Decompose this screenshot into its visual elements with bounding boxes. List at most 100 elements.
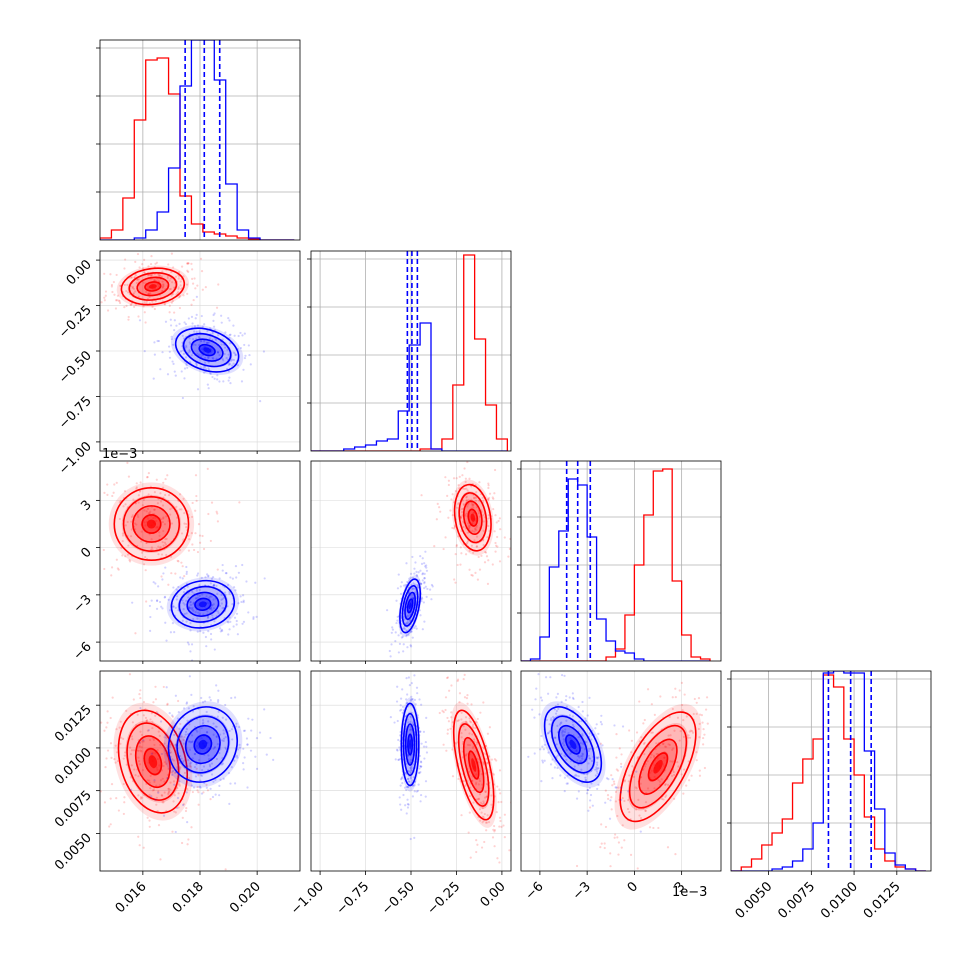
scatter-point [561,729,564,732]
scatter-point [172,266,175,269]
scatter-point [569,737,572,740]
scatter-point [146,779,149,782]
contour-line [457,723,490,807]
scatter-point [137,756,140,759]
scatter-point [405,622,408,625]
scatter-point [220,343,223,346]
scatter-point [486,761,489,764]
scatter-point [468,811,471,814]
scatter-point [555,709,559,713]
scatter-point [484,821,488,824]
scatter-point [196,789,199,792]
scatter-point [188,740,191,743]
scatter-point [232,324,235,327]
scatter-point [242,601,245,604]
scatter-point [171,715,174,718]
scatter-point [419,569,422,572]
scatter-point [219,630,222,633]
scatter-point [148,604,152,608]
scatter-point [182,352,185,356]
scatter-point [401,776,404,779]
contour-line [113,486,190,562]
scatter-point [685,715,688,718]
scatter-point [180,350,183,353]
scatter-point [125,763,128,766]
scatter-point [507,555,510,558]
scatter-point [486,582,490,586]
scatter-point [162,685,165,689]
scatter-point [461,756,464,759]
scatter-point [584,776,587,779]
scatter-point [426,587,429,591]
scatter-point [397,634,400,637]
panel-frame [520,670,722,872]
scatter-point [202,547,206,551]
scatter-point [447,720,450,723]
scatter-point [468,525,471,528]
scatter-point [211,575,215,579]
scatter-point [595,770,598,773]
scatter-point [212,722,215,725]
scatter-point [597,767,600,770]
scatter-point [463,487,466,491]
scatter-point [199,779,202,782]
scatter-point [196,741,200,744]
scatter-point [657,778,660,782]
scatter-point [247,611,250,614]
scatter-point [620,765,623,768]
contour-line [182,332,232,368]
scatter-point [161,520,164,524]
scatter-point [174,275,178,278]
scatter-point [141,504,144,507]
scatter-point [661,797,664,801]
contour-line [178,585,228,623]
scatter-point [137,315,140,318]
scatter-point [402,627,406,630]
scatter-point [394,631,397,634]
scatter-point [188,337,191,340]
scatter-point [557,754,560,757]
scatter-point [406,806,410,809]
scatter-point [408,684,411,687]
scatter-point [405,698,408,701]
scatter-point [475,545,479,548]
scatter-point [615,756,618,759]
scatter-point [200,270,204,273]
contour-line [134,735,171,789]
scatter-point [444,476,447,479]
scatter-point [202,765,206,768]
scatter-point [419,730,422,733]
scatter-point [150,795,153,798]
scatter-point [581,755,584,758]
scatter-point [604,789,607,792]
scatter-point [138,319,142,322]
scatter-point [475,850,478,854]
contour-line [401,585,419,627]
scatter-point [115,273,118,277]
scatter-point [723,754,725,756]
scatter-point [397,758,400,761]
scatter-point [145,719,148,723]
scatter-point [163,791,166,794]
scatter-point [171,360,174,363]
scatter-point [414,625,417,628]
scatter-point [677,765,680,768]
scatter-point [567,731,570,735]
scatter-point [405,788,408,791]
scatter-point [555,696,558,699]
scatter-point [104,765,107,769]
scatter-point [503,813,506,816]
scatter-point [607,778,610,781]
scatter-point [450,684,453,687]
scatter-point [173,311,176,314]
scatter-point [241,563,244,567]
scatter-point [619,877,621,879]
scatter-point [185,572,188,576]
scatter-point [451,526,454,530]
scatter-point [472,745,475,748]
scatter-point [482,529,485,532]
scatter-point [224,718,228,721]
scatter-point [182,738,185,741]
contour-line [406,598,414,614]
scatter-point [571,696,575,700]
